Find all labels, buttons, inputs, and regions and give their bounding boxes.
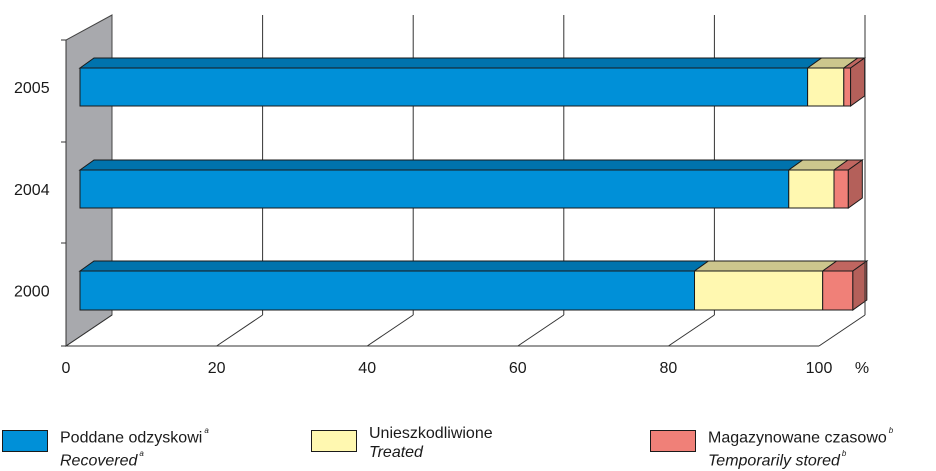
legend-label-recovered-en: Recovered: [60, 452, 138, 470]
bar-top-2005-0: [78, 57, 824, 69]
legend-label-stored-pl: Magazynowane czasowo: [708, 429, 887, 447]
floor-line-20: [216, 314, 263, 347]
bar-2000-2: [822, 270, 854, 311]
bar-top-2004-0: [78, 159, 805, 171]
bar-2005-1: [807, 67, 845, 107]
legend-swatch-recovered: [2, 430, 48, 452]
bar-2004-0: [79, 169, 790, 209]
x-tick-label-40: 40: [358, 360, 376, 377]
y-label-2005: 2005: [14, 80, 50, 97]
legend-label-recovered-pl: Poddane odzyskowi: [60, 429, 203, 447]
x-tick-label-0: 0: [62, 360, 71, 377]
legend-swatch-temporarily-stored: [650, 430, 696, 452]
floor-line-100: [818, 314, 866, 347]
legend-label-stored-en: Temporarily stored: [708, 452, 840, 470]
floor-line-40: [366, 314, 414, 347]
x-tick-label-80: 80: [660, 360, 678, 377]
legend-swatch-treated: [311, 430, 357, 452]
x-tick-label-20: 20: [208, 360, 226, 377]
bar-2005-2: [843, 67, 852, 107]
floor-line-60: [517, 314, 565, 347]
legend-note-recovered-pl: a: [204, 426, 209, 435]
legend-item-recovered: Poddane odzyskowi a Recovered a: [2, 424, 209, 471]
bar-2005-0: [79, 67, 809, 107]
floor-line-80: [668, 314, 715, 347]
legend-note-stored-pl: b: [888, 426, 894, 435]
floor-line-0: [65, 314, 113, 347]
legend-note-stored-en: b: [841, 449, 847, 459]
legend-item-temporarily-stored: Magazynowane czasowo b Temporarily stored…: [650, 424, 893, 471]
x-tick-label-100: 100: [806, 360, 833, 377]
bar-2000-1: [694, 270, 824, 311]
y-label-2004: 2004: [14, 182, 50, 199]
x-unit-label: %: [855, 360, 869, 377]
legend-label-treated-en: Treated: [369, 444, 423, 461]
bar-2004-2: [833, 169, 849, 209]
stacked-bar-chart: 2005 2004 2000 0 20 40 60 80 100%: [14, 14, 869, 377]
bar-2004-1: [788, 169, 835, 209]
bar-top-2000-0: [78, 260, 711, 272]
legend-note-recovered-en: a: [139, 449, 144, 459]
bar-top-2000-1: [692, 260, 839, 272]
y-label-2000: 2000: [14, 284, 50, 301]
legend-label-treated-pl: Unieszkodliwione: [369, 425, 493, 442]
legend-item-treated: Unieszkodliwione Treated: [311, 424, 493, 462]
x-tick-label-60: 60: [509, 360, 527, 377]
bar-end-2004-2: [847, 159, 863, 209]
bar-end-2000-2: [852, 260, 868, 311]
bar-2000-0: [79, 270, 696, 311]
